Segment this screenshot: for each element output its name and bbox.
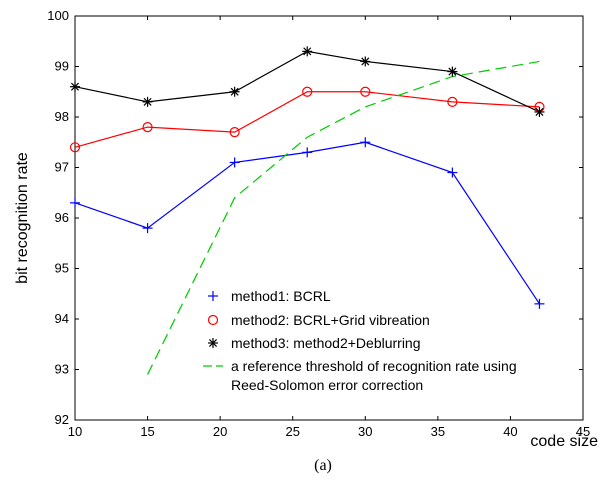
data-point bbox=[447, 66, 458, 77]
x-tick-label: 25 bbox=[285, 424, 299, 439]
data-point bbox=[534, 298, 545, 309]
marker-stroke bbox=[448, 67, 457, 76]
legend-label: method2: BCRL+Grid vibreation bbox=[231, 312, 430, 328]
y-tick-label: 97 bbox=[55, 160, 69, 175]
x-tick-label: 15 bbox=[140, 424, 154, 439]
y-tick-label: 98 bbox=[55, 109, 69, 124]
figure-caption: (a) bbox=[314, 457, 332, 474]
marker-stroke bbox=[361, 57, 370, 66]
x-tick-label: 40 bbox=[503, 424, 517, 439]
x-tick-label: 20 bbox=[213, 424, 227, 439]
data-point bbox=[302, 86, 313, 97]
legend-swatch bbox=[208, 291, 218, 301]
data-point bbox=[70, 81, 80, 92]
y-tick-label: 93 bbox=[55, 362, 69, 377]
data-point bbox=[360, 86, 371, 97]
data-point bbox=[142, 223, 153, 234]
data-point bbox=[534, 106, 545, 117]
data-point bbox=[229, 157, 240, 168]
y-tick-label: 92 bbox=[55, 412, 69, 427]
plot-area bbox=[74, 15, 584, 421]
legend: method1: BCRL method2: BCRL+Grid vibreati… bbox=[203, 288, 517, 393]
x-tick-label: 10 bbox=[68, 424, 82, 439]
marker-stroke bbox=[208, 338, 218, 348]
data-point bbox=[447, 167, 458, 178]
data-point bbox=[302, 46, 313, 57]
x-axis-label: code size bbox=[530, 433, 598, 450]
x-tick-label: 35 bbox=[431, 424, 445, 439]
data-point bbox=[70, 197, 80, 208]
series-line-2 bbox=[74, 91, 540, 148]
data-point bbox=[360, 137, 371, 148]
y-tick-label: 99 bbox=[55, 59, 69, 74]
marker-stroke bbox=[303, 47, 312, 56]
y-tick-label: 100 bbox=[47, 8, 69, 23]
legend-label: Reed-Solomon error correction bbox=[231, 377, 423, 393]
marker-stroke bbox=[535, 107, 544, 116]
y-axis-label: bit recognition rate bbox=[14, 152, 31, 284]
data-point bbox=[142, 96, 153, 107]
data-point bbox=[302, 147, 313, 158]
data-point bbox=[142, 121, 153, 133]
legend-label: a reference threshold of recognition rat… bbox=[231, 358, 517, 374]
marker-stroke bbox=[143, 97, 152, 106]
x-tick-label: 30 bbox=[358, 424, 372, 439]
data-point bbox=[447, 96, 458, 107]
series-markers bbox=[69, 46, 545, 309]
legend-label: method1: BCRL bbox=[231, 288, 331, 304]
marker-stroke bbox=[230, 87, 239, 96]
legend-swatch bbox=[208, 338, 218, 348]
x-tick-label: 45 bbox=[576, 424, 590, 439]
data-point bbox=[69, 142, 81, 153]
axis-ticks: 10 15 20 25 30 35 40 45 92 93 94 95 96 97 98 99 100 bbox=[47, 8, 590, 439]
y-tick-label: 94 bbox=[55, 311, 69, 326]
legend-swatch bbox=[207, 314, 219, 326]
data-point bbox=[360, 56, 371, 67]
marker-stroke bbox=[70, 82, 80, 91]
legend-label: method3: method2+Deblurring bbox=[231, 335, 421, 351]
y-tick-label: 96 bbox=[55, 210, 69, 225]
y-tick-label: 95 bbox=[55, 261, 69, 276]
data-point bbox=[229, 127, 240, 138]
series-line-4 bbox=[147, 60, 540, 375]
data-point bbox=[229, 86, 240, 97]
